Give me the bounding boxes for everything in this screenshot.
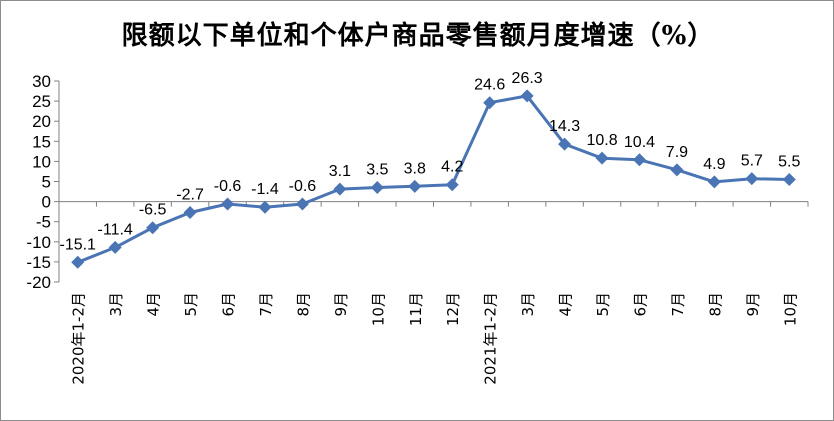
x-tick-label: 7月 — [669, 292, 687, 317]
data-label: 3.1 — [329, 163, 351, 180]
data-label: 4.2 — [441, 159, 463, 176]
x-tick-label: 2020年1-2月 — [70, 292, 88, 385]
data-label: 4.9 — [703, 156, 725, 173]
data-label: 5.7 — [741, 153, 763, 170]
series — [71, 89, 796, 269]
data-label: -2.7 — [176, 186, 204, 203]
x-tick-label: 5月 — [182, 292, 200, 317]
data-label: -6.5 — [139, 202, 167, 219]
y-tick-label: 20 — [32, 112, 51, 131]
data-point — [782, 172, 796, 186]
data-point — [558, 137, 572, 151]
data-label: -0.6 — [289, 178, 317, 195]
data-point — [707, 175, 721, 189]
data-label: 5.5 — [778, 153, 800, 170]
y-tick-label: -10 — [26, 233, 51, 252]
data-label: 3.8 — [404, 160, 426, 177]
data-label: -0.6 — [214, 178, 242, 195]
data-labels: -15.1-11.4 -6.5 -2.7 -0.6 -1.4 -0.6 3.1 3.5 3.8 4… — [59, 70, 800, 253]
x-tick-label: 4月 — [145, 292, 163, 317]
data-point — [108, 240, 122, 254]
x-tick-label: 3月 — [107, 292, 125, 317]
data-point — [745, 172, 759, 186]
x-tick-label: 3月 — [519, 292, 537, 317]
data-point — [258, 200, 272, 214]
x-tick-label: 8月 — [294, 292, 312, 317]
data-point — [221, 197, 235, 211]
chart-title: 限额以下单位和个体户商品零售额月度增速（%） — [121, 21, 715, 51]
data-point — [632, 153, 646, 167]
y-tick-label: -15 — [26, 253, 51, 272]
y-tick-label: -20 — [26, 273, 51, 292]
data-label: 24.6 — [474, 77, 505, 94]
x-tick-label: 2021年1-2月 — [482, 292, 500, 385]
x-tick-label: 7月 — [257, 292, 275, 317]
data-point — [483, 96, 497, 110]
data-point — [670, 163, 684, 177]
y-tick-label: 15 — [32, 132, 51, 151]
data-point — [408, 179, 422, 193]
data-point — [445, 178, 459, 192]
data-point — [183, 205, 197, 219]
data-label: 10.4 — [624, 134, 655, 151]
x-tick-label: 9月 — [332, 292, 350, 317]
data-label: -11.4 — [98, 221, 133, 238]
x-tick-label: 8月 — [706, 292, 724, 317]
y-tick-label: 5 — [42, 173, 51, 192]
data-label: 14.3 — [549, 118, 580, 135]
data-label: 10.8 — [586, 132, 617, 149]
y-tick-label: 25 — [32, 92, 51, 111]
x-axis-ticks: 2020年1-2月 3月 4月 5月 6月 7月 8月 9月 10月 11月 12月 2021年1-2… — [58, 201, 809, 385]
data-label: 7.9 — [666, 144, 688, 161]
data-label: 3.5 — [366, 162, 388, 179]
x-tick-label: 5月 — [594, 292, 612, 317]
y-tick-label: 0 — [42, 193, 51, 212]
x-tick-label: 11月 — [407, 292, 425, 326]
y-tick-label: -5 — [36, 213, 51, 232]
data-label: -15.1 — [59, 236, 96, 253]
y-tick-label: 30 — [32, 72, 51, 91]
data-point — [333, 182, 347, 196]
data-point — [520, 89, 534, 103]
x-tick-label: 6月 — [220, 292, 238, 317]
axes — [58, 81, 808, 282]
x-tick-label: 4月 — [557, 292, 575, 317]
x-tick-label: 10月 — [369, 292, 387, 326]
x-tick-label: 10月 — [781, 292, 799, 326]
data-point — [370, 181, 384, 195]
data-point — [146, 221, 160, 235]
data-point — [295, 197, 309, 211]
data-point — [71, 255, 85, 269]
data-label: -1.4 — [251, 181, 279, 198]
series-line — [77, 94, 790, 264]
y-tick-label: 10 — [32, 152, 51, 171]
data-point — [595, 151, 609, 165]
x-tick-label: 6月 — [631, 292, 649, 317]
x-tick-label: 9月 — [744, 292, 762, 317]
x-tick-label: 12月 — [444, 292, 462, 326]
data-label: 26.3 — [512, 70, 543, 87]
